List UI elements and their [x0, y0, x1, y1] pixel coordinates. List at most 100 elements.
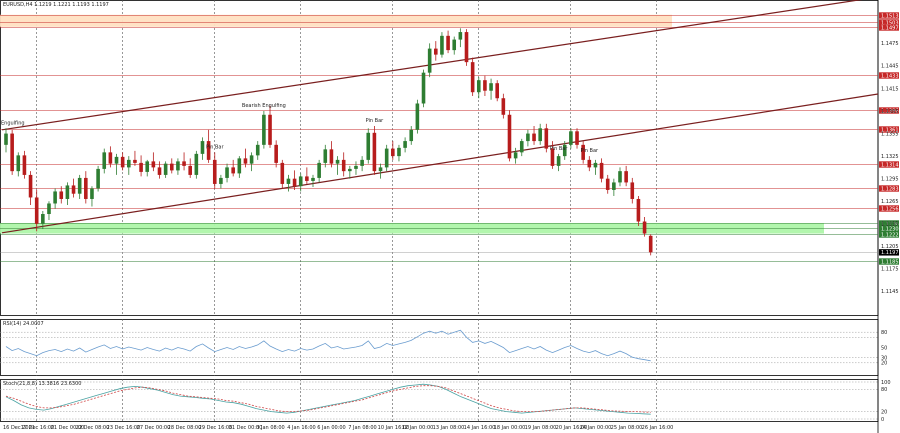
candle-body[interactable]: [562, 144, 567, 157]
candle-body[interactable]: [532, 133, 536, 142]
candle-body[interactable]: [41, 214, 45, 224]
candle-body[interactable]: [77, 177, 82, 194]
candle-body[interactable]: [569, 131, 573, 145]
candle-body[interactable]: [133, 159, 137, 163]
candle-body[interactable]: [360, 159, 364, 166]
candle-body[interactable]: [176, 161, 180, 171]
candle-body[interactable]: [397, 147, 401, 157]
candle-body[interactable]: [34, 197, 39, 224]
candle-body[interactable]: [96, 168, 100, 189]
candle-body[interactable]: [311, 177, 315, 181]
candle-body[interactable]: [470, 62, 475, 93]
candle-body[interactable]: [4, 133, 8, 145]
candle-body[interactable]: [556, 156, 561, 166]
candle-body[interactable]: [636, 198, 641, 222]
candle-body[interactable]: [403, 141, 407, 148]
candle-body[interactable]: [225, 167, 229, 178]
candle-body[interactable]: [630, 182, 635, 199]
candle-body[interactable]: [513, 152, 518, 159]
candle-body[interactable]: [329, 149, 334, 164]
candle-body[interactable]: [593, 162, 598, 168]
candle-body[interactable]: [323, 149, 328, 163]
candle-body[interactable]: [59, 191, 64, 199]
candle-body[interactable]: [169, 163, 174, 171]
candle-body[interactable]: [495, 83, 499, 99]
candle-body[interactable]: [526, 133, 530, 142]
candle-body[interactable]: [366, 132, 371, 160]
candle-body[interactable]: [90, 188, 94, 199]
candle-body[interactable]: [489, 83, 493, 91]
candle-body[interactable]: [206, 141, 211, 160]
candle-body[interactable]: [519, 141, 524, 153]
candle-body[interactable]: [120, 156, 125, 168]
candle-body[interactable]: [102, 152, 107, 169]
candle-body[interactable]: [249, 155, 254, 164]
candle-body[interactable]: [108, 152, 113, 164]
candle-body[interactable]: [163, 163, 168, 175]
candle-body[interactable]: [65, 185, 70, 199]
candle-body[interactable]: [114, 156, 119, 164]
candle-body[interactable]: [237, 158, 242, 174]
candle-body[interactable]: [378, 167, 383, 172]
candle-body[interactable]: [464, 32, 469, 63]
candle-body[interactable]: [384, 148, 389, 168]
candle-body[interactable]: [372, 132, 377, 172]
candle-body[interactable]: [16, 155, 21, 172]
candle-body[interactable]: [317, 162, 321, 178]
candle-body[interactable]: [507, 114, 512, 159]
candle-body[interactable]: [84, 177, 88, 199]
candle-body[interactable]: [341, 159, 346, 172]
candle-body[interactable]: [612, 182, 616, 190]
candle-body[interactable]: [243, 158, 248, 164]
candle-body[interactable]: [446, 35, 450, 51]
candle-body[interactable]: [605, 178, 610, 190]
candle-body[interactable]: [53, 191, 57, 204]
candle-body[interactable]: [587, 159, 592, 168]
candle-body[interactable]: [286, 178, 291, 184]
candle-body[interactable]: [151, 161, 156, 168]
candle-body[interactable]: [538, 128, 542, 142]
candle-body[interactable]: [415, 103, 420, 130]
candle-body[interactable]: [648, 235, 653, 253]
candle-body[interactable]: [188, 165, 192, 175]
candle-body[interactable]: [182, 161, 186, 166]
candle-body[interactable]: [194, 153, 199, 175]
candle-body[interactable]: [139, 162, 143, 172]
candle-body[interactable]: [47, 203, 51, 215]
candle-body[interactable]: [280, 162, 285, 184]
candle-body[interactable]: [200, 141, 205, 154]
candle-body[interactable]: [476, 80, 481, 93]
candle-body[interactable]: [274, 144, 278, 163]
candle-body[interactable]: [421, 72, 426, 104]
candle-body[interactable]: [544, 128, 549, 149]
candle-body[interactable]: [219, 177, 223, 184]
candle-body[interactable]: [22, 155, 27, 175]
candle-body[interactable]: [262, 114, 266, 145]
candle-body[interactable]: [292, 178, 297, 187]
candle-body[interactable]: [618, 171, 622, 183]
candle-body[interactable]: [581, 144, 585, 160]
candle-body[interactable]: [71, 185, 76, 194]
candle-body[interactable]: [305, 176, 309, 181]
candle-body[interactable]: [255, 144, 260, 156]
candle-body[interactable]: [440, 35, 444, 55]
candle-body[interactable]: [348, 168, 352, 172]
candle-body[interactable]: [624, 171, 628, 183]
candle-body[interactable]: [458, 32, 463, 40]
candle-body[interactable]: [145, 161, 150, 172]
candle-body[interactable]: [335, 159, 340, 164]
candle-body[interactable]: [268, 114, 272, 145]
candle-body[interactable]: [427, 48, 432, 73]
candle-body[interactable]: [157, 167, 162, 175]
candle-body[interactable]: [231, 167, 235, 174]
candle-body[interactable]: [599, 162, 604, 179]
candle-body[interactable]: [354, 165, 358, 169]
candle-body[interactable]: [212, 159, 217, 184]
candle-body[interactable]: [501, 98, 506, 115]
candle-body[interactable]: [642, 221, 647, 234]
candle-body[interactable]: [550, 148, 555, 166]
candle-body[interactable]: [298, 176, 303, 187]
candle-body[interactable]: [391, 148, 395, 157]
